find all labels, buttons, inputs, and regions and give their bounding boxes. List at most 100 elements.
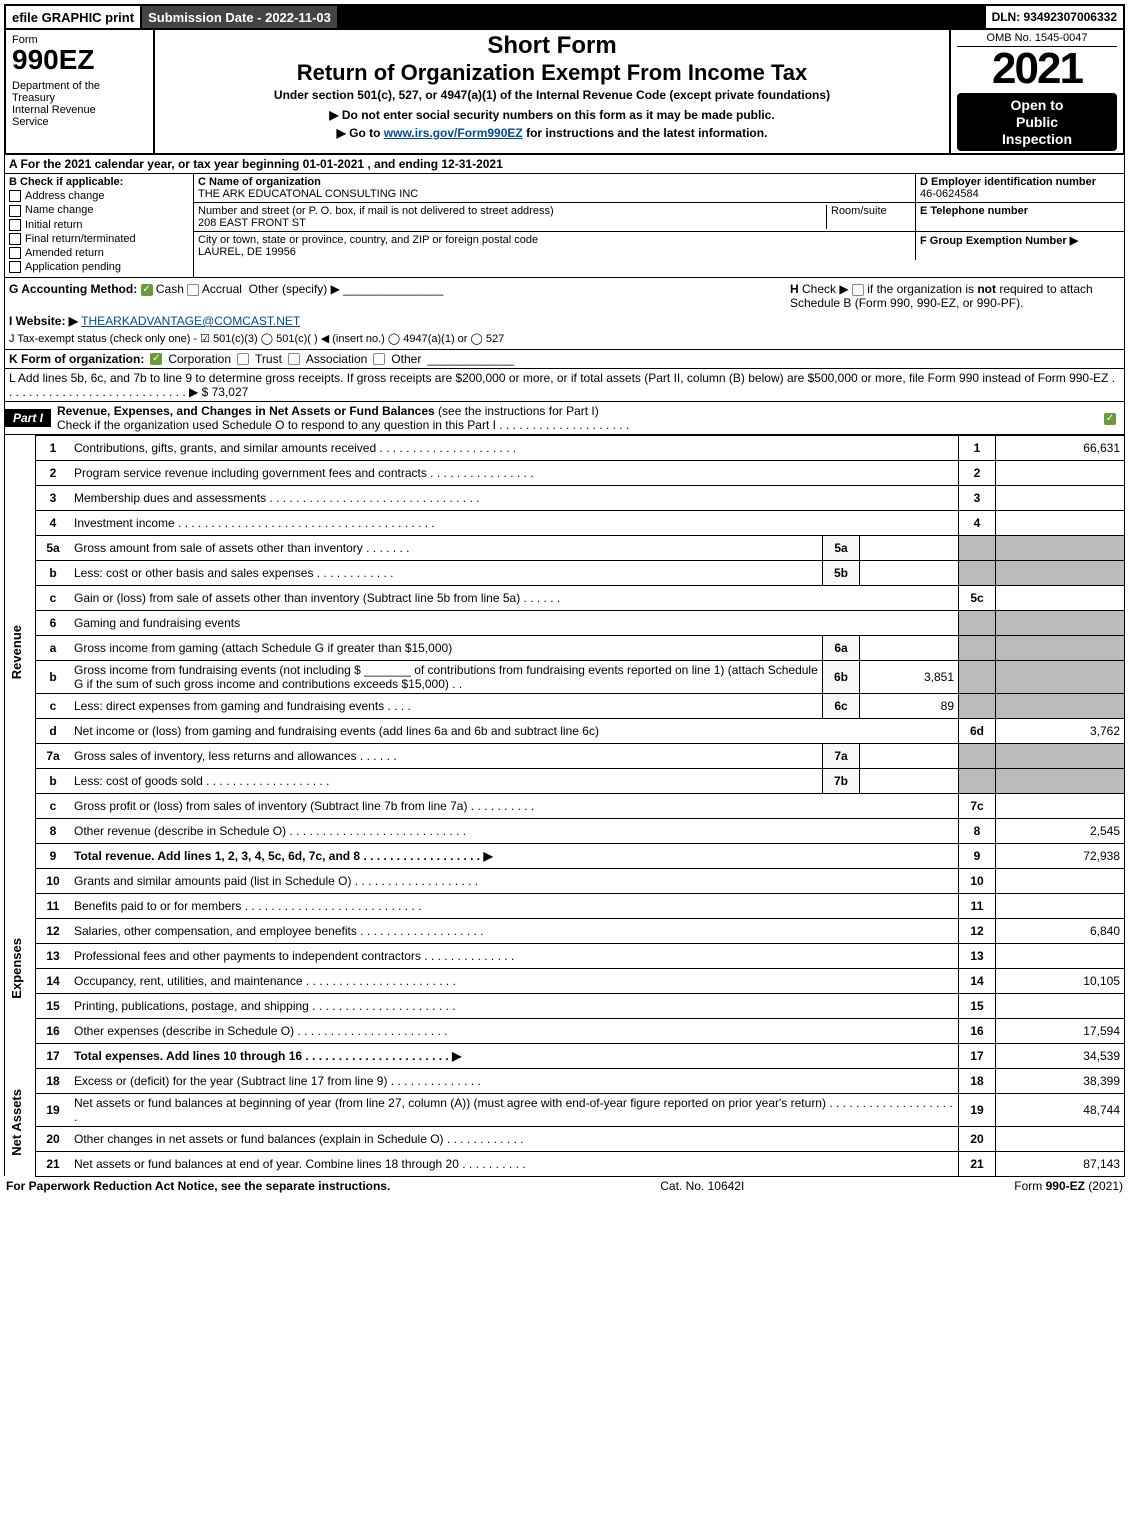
g-other: Other (specify) ▶ xyxy=(249,282,340,296)
d6: Gaming and fundraising events xyxy=(70,610,959,635)
k-label: K Form of organization: xyxy=(9,352,144,366)
i-label: I Website: ▶ xyxy=(9,314,78,328)
chk-trust[interactable] xyxy=(237,353,249,365)
n6: 6 xyxy=(36,610,71,635)
b14: 14 xyxy=(959,968,996,993)
tax-year: 2021 xyxy=(957,47,1117,91)
sb5a: 5a xyxy=(823,535,860,560)
d7c: Gross profit or (loss) from sales of inv… xyxy=(70,793,959,818)
part1-check-icon: ✓ xyxy=(1086,411,1124,425)
chk-h[interactable] xyxy=(852,284,864,296)
d6c: Less: direct expenses from gaming and fu… xyxy=(70,693,823,718)
d12: Salaries, other compensation, and employ… xyxy=(70,918,959,943)
n7c: c xyxy=(36,793,71,818)
b7c: 7c xyxy=(959,793,996,818)
g-accrual: Accrual xyxy=(202,282,242,296)
n6d: d xyxy=(36,718,71,743)
col-cde: C Name of organization THE ARK EDUCATONA… xyxy=(194,174,1124,277)
footer-left: For Paperwork Reduction Act Notice, see … xyxy=(6,1179,390,1193)
v19: 48,744 xyxy=(996,1093,1125,1126)
v5c xyxy=(996,585,1125,610)
f-label: F Group Exemption Number ▶ xyxy=(920,235,1078,247)
n14: 14 xyxy=(36,968,71,993)
street-label: Number and street (or P. O. box, if mail… xyxy=(198,205,554,217)
sv6a xyxy=(860,635,959,660)
b10: 10 xyxy=(959,868,996,893)
chk-kother[interactable] xyxy=(373,353,385,365)
chk-final[interactable] xyxy=(9,233,21,245)
sb6c: 6c xyxy=(823,693,860,718)
v8: 2,545 xyxy=(996,818,1125,843)
n20: 20 xyxy=(36,1126,71,1151)
v4 xyxy=(996,510,1125,535)
d5a: Gross amount from sale of assets other t… xyxy=(70,535,823,560)
part1-tab: Part I xyxy=(5,409,51,427)
b17: 17 xyxy=(959,1043,996,1068)
b-initial: Initial return xyxy=(25,219,82,231)
chk-name-change[interactable] xyxy=(9,205,21,217)
n6a: a xyxy=(36,635,71,660)
street-cell: Number and street (or P. O. box, if mail… xyxy=(194,203,916,231)
d11: Benefits paid to or for members . . . . … xyxy=(70,893,959,918)
chk-accrual[interactable] xyxy=(187,284,199,296)
subtitle-3: ▶ Go to www.irs.gov/Form990EZ for instru… xyxy=(161,126,943,140)
d5c: Gain or (loss) from sale of assets other… xyxy=(70,585,959,610)
b-addr: Address change xyxy=(25,190,105,202)
irs-link[interactable]: www.irs.gov/Form990EZ xyxy=(384,126,523,140)
g-cash: Cash xyxy=(156,282,184,296)
chk-initial[interactable] xyxy=(9,219,21,231)
chk-assoc[interactable] xyxy=(288,353,300,365)
n15: 15 xyxy=(36,993,71,1018)
n7a: 7a xyxy=(36,743,71,768)
b-pending: Application pending xyxy=(25,261,121,273)
d4: Investment income . . . . . . . . . . . … xyxy=(70,510,959,535)
d6d: Net income or (loss) from gaming and fun… xyxy=(70,718,959,743)
v11 xyxy=(996,893,1125,918)
d6b: Gross income from fundraising events (no… xyxy=(70,660,823,693)
chk-pending[interactable] xyxy=(9,261,21,273)
efile-print[interactable]: efile GRAPHIC print xyxy=(6,6,142,28)
n5c: c xyxy=(36,585,71,610)
fr-pre: Form xyxy=(1014,1179,1045,1193)
chk-cash[interactable]: ✓ xyxy=(141,284,153,296)
v6d: 3,762 xyxy=(996,718,1125,743)
d16: Other expenses (describe in Schedule O) … xyxy=(70,1018,959,1043)
chk-address-change[interactable] xyxy=(9,190,21,202)
e-cell: E Telephone number xyxy=(916,203,1124,231)
city-label: City or town, state or province, country… xyxy=(198,234,538,246)
form-number: 990EZ xyxy=(12,46,147,74)
sv7a xyxy=(860,743,959,768)
chk-amended[interactable] xyxy=(9,247,21,259)
b18: 18 xyxy=(959,1068,996,1093)
website-value[interactable]: THEARKADVANTAGE@COMCAST.NET xyxy=(81,314,300,328)
b6d: 6d xyxy=(959,718,996,743)
b1: 1 xyxy=(959,435,996,460)
b-final: Final return/terminated xyxy=(25,233,136,245)
d-cell: D Employer identification number 46-0624… xyxy=(916,174,1124,202)
b4: 4 xyxy=(959,510,996,535)
side-expenses: Expenses xyxy=(5,868,36,1068)
n13: 13 xyxy=(36,943,71,968)
form-header: Form 990EZ Department of theTreasuryInte… xyxy=(4,30,1125,155)
d7b: Less: cost of goods sold . . . . . . . .… xyxy=(70,768,823,793)
sb6b: 6b xyxy=(823,660,860,693)
lines-table: Revenue 1 Contributions, gifts, grants, … xyxy=(4,435,1125,1177)
street-value: 208 EAST FRONT ST xyxy=(198,217,306,229)
d18: Excess or (deficit) for the year (Subtra… xyxy=(70,1068,959,1093)
department: Department of theTreasuryInternal Revenu… xyxy=(12,80,147,128)
k-trust: Trust xyxy=(255,352,282,366)
n9: 9 xyxy=(36,843,71,868)
n21: 21 xyxy=(36,1151,71,1176)
n17: 17 xyxy=(36,1043,71,1068)
v1: 66,631 xyxy=(996,435,1125,460)
chk-corp[interactable]: ✓ xyxy=(150,353,162,365)
b11: 11 xyxy=(959,893,996,918)
footer-right: Form 990-EZ (2021) xyxy=(1014,1179,1123,1193)
main-title: Return of Organization Exempt From Incom… xyxy=(161,60,943,86)
city-value: LAUREL, DE 19956 xyxy=(198,246,296,258)
d6b-1: Gross income from fundraising events (no… xyxy=(74,663,361,677)
v20 xyxy=(996,1126,1125,1151)
d6a: Gross income from gaming (attach Schedul… xyxy=(70,635,823,660)
b-amended: Amended return xyxy=(25,247,104,259)
b8: 8 xyxy=(959,818,996,843)
